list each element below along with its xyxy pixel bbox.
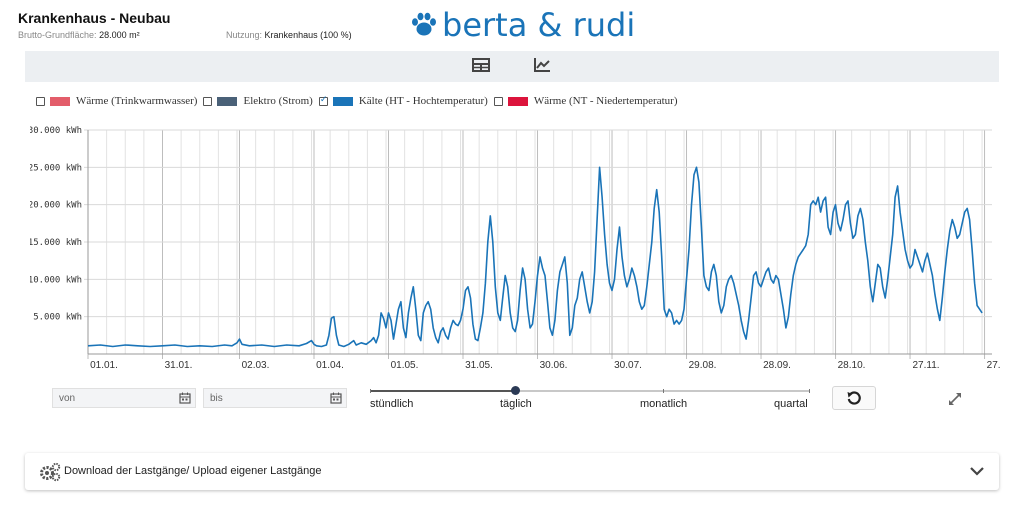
x-tick-label: 30.06. <box>540 360 568 371</box>
slider-tick <box>370 389 371 393</box>
expand-icon <box>949 393 961 405</box>
legend-label: Wärme (NT - Niedertemperatur) <box>533 95 678 107</box>
page-title: Krankenhaus - Neubau <box>18 10 171 26</box>
legend-checkbox[interactable] <box>493 96 503 106</box>
date-to-placeholder: bis <box>210 393 223 404</box>
legend-checkbox[interactable] <box>203 96 213 106</box>
x-tick-label: 28.09. <box>763 360 791 371</box>
consumption-line-chart: 5.000 kWh 10.000 kWh 15.000 kWh 20.000 kWh 2… <box>30 126 1000 371</box>
legend-item-kaelte[interactable]: Kälte (HT - Hochtemperatur) <box>318 95 488 107</box>
area-label: Brutto-Grundfläche: <box>18 30 97 40</box>
date-to-field[interactable]: bis <box>203 388 347 408</box>
table-view-button[interactable] <box>472 57 492 75</box>
legend-item-elektro[interactable]: Elektro (Strom) <box>203 95 313 107</box>
date-from-field[interactable]: von <box>52 388 196 408</box>
x-tick-label: 27.11. <box>913 360 940 371</box>
legend-label: Wärme (Trinkwarmwasser) <box>76 95 198 107</box>
x-tick-label: 02.03. <box>242 360 270 371</box>
x-tick-label: 01.01. <box>90 360 118 371</box>
reset-button[interactable] <box>832 386 876 410</box>
legend-item-nt[interactable]: Wärme (NT - Niedertemperatur) <box>493 95 678 107</box>
chart-view-button[interactable] <box>533 57 553 75</box>
resolution-option-quarter[interactable]: quartal <box>774 398 808 410</box>
legend-swatch <box>50 96 70 106</box>
table-icon <box>472 58 490 72</box>
y-tick-label: 30.000 kWh <box>30 126 82 136</box>
x-tick-label: 31.01. <box>165 360 193 371</box>
resolution-option-daily[interactable]: täglich <box>500 398 532 410</box>
reset-icon <box>847 391 861 405</box>
logo-text: berta & rudi <box>442 6 636 44</box>
calendar-icon[interactable] <box>179 392 191 407</box>
y-tick-label: 15.000 kWh <box>30 238 82 248</box>
x-tick-label: 27.12. <box>987 360 1000 371</box>
usage-label: Nutzung: <box>226 30 263 40</box>
panel-label: Download der Lastgänge/ Upload eigener L… <box>64 465 322 477</box>
paw-icon <box>412 12 436 36</box>
resolution-option-hourly[interactable]: stündlich <box>370 398 414 410</box>
y-tick-label: 25.000 kWh <box>30 163 82 173</box>
area-info: Brutto-Grundfläche: 28.000 m² <box>18 30 140 40</box>
x-tick-label: 01.05. <box>391 360 419 371</box>
slider-track[interactable] <box>370 390 810 392</box>
gears-icon <box>40 462 61 482</box>
chart-legend: Wärme (Trinkwarmwasser) Elektro (Strom) … <box>36 95 683 107</box>
legend-label: Kälte (HT - Hochtemperatur) <box>358 95 488 107</box>
y-tick-label: 5.000 kWh <box>33 313 82 323</box>
slider-tick <box>663 389 664 393</box>
date-from-placeholder: von <box>59 393 76 404</box>
calendar-icon[interactable] <box>330 392 342 407</box>
legend-label: Elektro (Strom) <box>243 95 313 107</box>
resolution-slider[interactable]: stündlich täglich monatlich quartal <box>370 385 810 415</box>
resolution-option-monthly[interactable]: monatlich <box>640 398 688 410</box>
usage-info: Nutzung: Krankenhaus (100 %) <box>226 30 352 40</box>
slider-handle[interactable] <box>511 386 520 395</box>
x-tick-label: 29.08. <box>689 360 717 371</box>
legend-swatch <box>507 96 528 106</box>
legend-item-trinkwarmwasser[interactable]: Wärme (Trinkwarmwasser) <box>36 95 197 107</box>
expand-button[interactable] <box>946 390 964 408</box>
area-value: 28.000 m² <box>99 30 140 40</box>
x-tick-label: 28.10. <box>838 360 866 371</box>
slider-fill <box>370 390 516 392</box>
y-tick-label: 10.000 kWh <box>30 275 82 285</box>
legend-checkbox[interactable] <box>318 95 328 106</box>
slider-tick <box>809 389 810 393</box>
legend-checkbox[interactable] <box>36 96 45 106</box>
x-tick-label: 31.05. <box>465 360 493 371</box>
series-line-kaelte <box>87 166 983 348</box>
usage-value: Krankenhaus (100 %) <box>264 30 352 40</box>
y-tick-label: 20.000 kWh <box>30 201 82 211</box>
x-tick-label: 30.07. <box>614 360 642 371</box>
chevron-down-icon[interactable] <box>969 464 985 478</box>
download-upload-panel[interactable]: Download der Lastgänge/ Upload eigener L… <box>25 453 999 490</box>
header: Krankenhaus - Neubau <box>18 10 170 26</box>
brand-logo: berta & rudi <box>410 6 635 44</box>
x-tick-label: 01.04. <box>316 360 344 371</box>
line-chart-icon <box>534 58 550 72</box>
legend-swatch <box>217 96 238 106</box>
legend-swatch <box>332 96 353 106</box>
view-toolbar <box>25 51 999 82</box>
